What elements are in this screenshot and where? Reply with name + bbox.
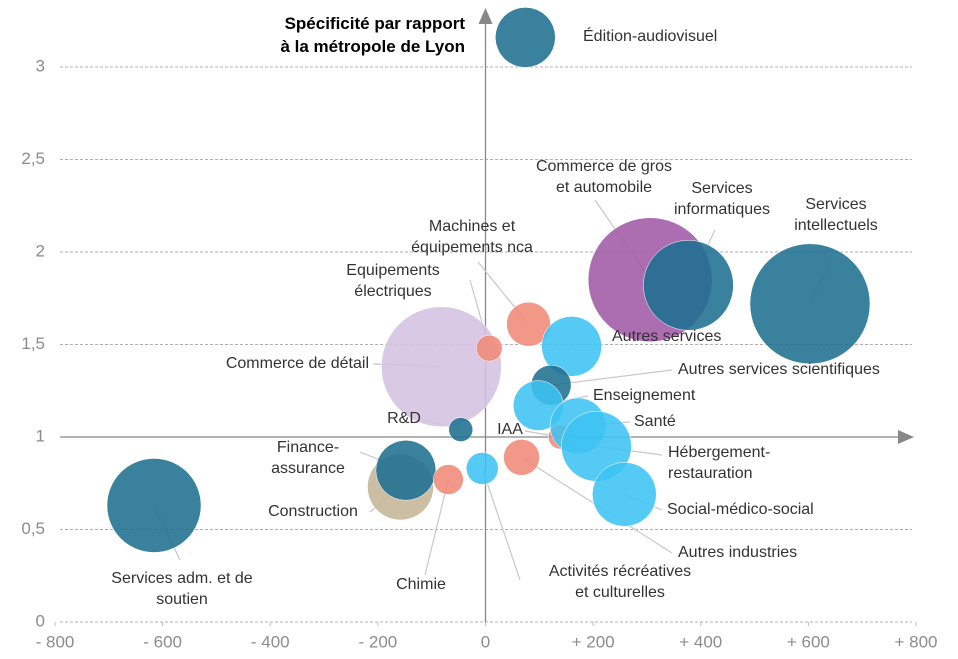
y-tick-label: 2,5 (21, 149, 45, 168)
bubble (592, 462, 657, 527)
bubble (749, 243, 871, 365)
bubble (506, 301, 551, 347)
x-tick-label: - 200 (359, 632, 398, 651)
x-tick-label: - 400 (251, 632, 290, 651)
bubble-label: Commerce de détail (225, 355, 369, 372)
bubble-label: Chimie (396, 576, 446, 593)
bubble-label: Santé (634, 413, 676, 430)
x-tick-label: 0 (481, 632, 490, 651)
y-tick-label: 0,5 (21, 519, 45, 538)
bubble (381, 306, 502, 427)
x-tick-label: + 200 (572, 632, 615, 651)
bubble-label: Services adm. et de soutien (111, 570, 253, 608)
bubble-label: Equipements électriques (346, 262, 440, 300)
bubble-label: Social-médico-social (667, 501, 814, 518)
bubble (375, 440, 437, 501)
bubble (448, 417, 473, 442)
bubble-label: Hébergement- restauration (668, 444, 771, 482)
bubble-label: Services intellectuels (794, 196, 878, 234)
bubble-label: Autres industries (678, 544, 798, 561)
bubble-label: Machines et équipements nca (411, 218, 533, 256)
bubble (433, 464, 464, 495)
x-tick-label: + 400 (679, 632, 722, 651)
bubble (503, 439, 540, 476)
bubble-label: Autres services scientifiques (678, 361, 880, 378)
bubble (541, 316, 602, 377)
bubble-label: Activités récréatives et culturelles (548, 563, 692, 601)
y-tick-label: 2 (36, 241, 45, 260)
chart-title: Spécificité par rapport à la métropole d… (280, 14, 465, 56)
bubble-label: Enseignement (593, 387, 696, 404)
leader-line (424, 479, 449, 576)
y-tick-label: 0 (36, 611, 45, 630)
x-tick-label: + 600 (787, 632, 830, 651)
x-tick-label: + 800 (894, 632, 937, 651)
y-tick-label: 3 (36, 56, 45, 75)
bubble-label: R&D (387, 410, 421, 427)
y-tick-label: 1,5 (21, 334, 45, 353)
bubble (495, 7, 556, 68)
bubble-label: Autres services (612, 328, 722, 345)
bubble-label: Finance- assurance (271, 439, 345, 477)
leader-line (551, 369, 673, 386)
bubble-label: Services informatiques (673, 180, 771, 218)
y-axis-arrow (478, 8, 493, 24)
bubble (466, 452, 499, 485)
bubble-label: IAA (497, 421, 523, 438)
bubble-label: Construction (268, 503, 358, 520)
bubble (476, 334, 503, 362)
bubble-label: Commerce de gros et automobile (535, 158, 673, 196)
x-axis-arrow (898, 430, 914, 444)
x-tick-label: - 800 (36, 632, 75, 651)
bubble (106, 458, 202, 553)
bubble-label: Édition-audiovisuel (583, 28, 718, 45)
y-tick-label: 1 (36, 426, 45, 445)
bubble (643, 240, 734, 331)
leader-line (481, 468, 521, 581)
x-tick-label: - 600 (143, 632, 182, 651)
